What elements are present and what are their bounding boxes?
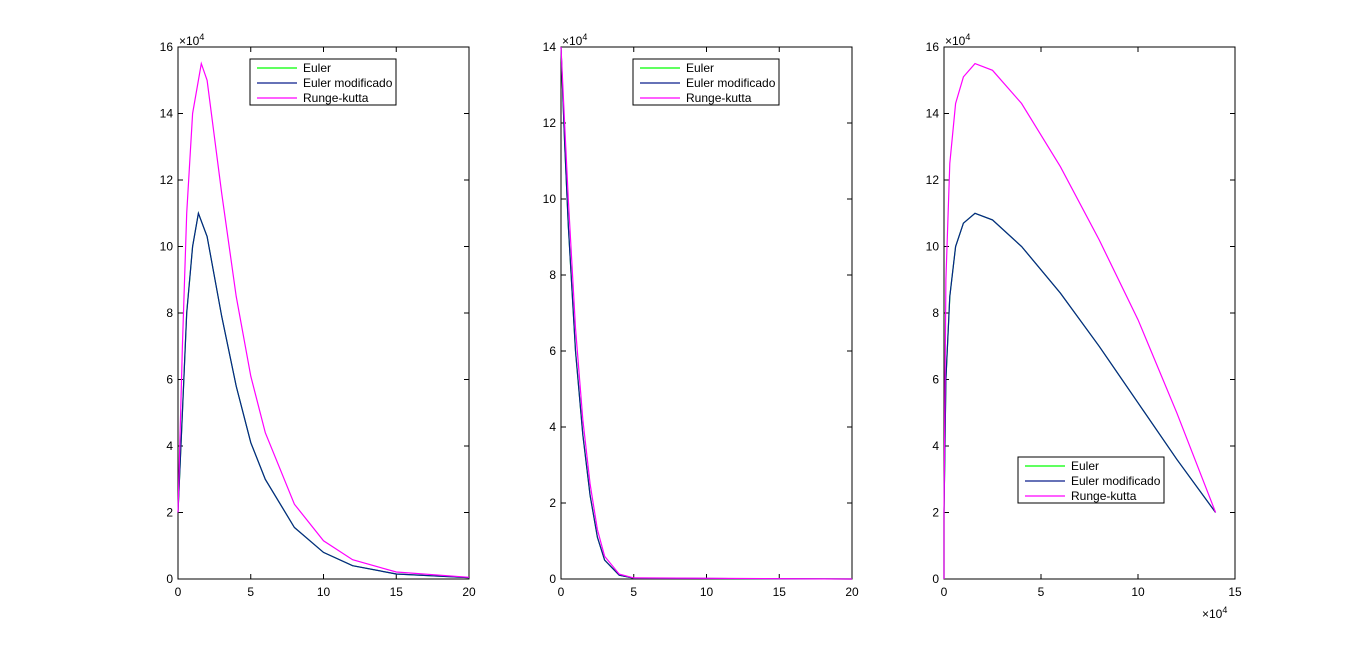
- x-tick-label: 20: [462, 585, 476, 599]
- x-tick-label: 15: [1228, 585, 1242, 599]
- y-tick-label: 10: [543, 192, 557, 206]
- legend-label: Runge-kutta: [686, 91, 752, 105]
- y-tick-label: 12: [926, 173, 940, 187]
- y-tick-label: 2: [932, 506, 939, 520]
- y-multiplier: ×10: [945, 34, 966, 48]
- x-exponent-label: ×104: [1202, 605, 1227, 621]
- y-multiplier: ×10: [562, 34, 583, 48]
- y-tick-label: 14: [160, 107, 174, 121]
- series-line-euler-modificado: [943, 212, 1217, 579]
- y-tick-label: 6: [549, 344, 556, 358]
- y-exponent: 4: [965, 32, 970, 42]
- y-tick-label: 14: [926, 107, 940, 121]
- x-tick-label: 5: [630, 585, 637, 599]
- x-tick-label: 15: [773, 585, 787, 599]
- x-tick-label: 15: [390, 585, 404, 599]
- x-tick-label: 10: [700, 585, 714, 599]
- legend-label: Runge-kutta: [1071, 489, 1137, 503]
- legend-label: Euler: [1071, 459, 1099, 473]
- y-tick-label: 2: [166, 506, 173, 520]
- y-tick-label: 10: [160, 240, 174, 254]
- y-exponent-label: ×104: [562, 32, 587, 48]
- y-tick-label: 4: [932, 439, 939, 453]
- y-tick-label: 6: [166, 373, 173, 387]
- y-tick-label: 4: [166, 439, 173, 453]
- y-tick-label: 4: [549, 420, 556, 434]
- y-tick-label: 16: [926, 40, 940, 54]
- y-tick-label: 16: [160, 40, 174, 54]
- legend-label: Euler modificado: [686, 76, 776, 90]
- axes-box: [560, 46, 853, 580]
- y-tick-label: 2: [549, 496, 556, 510]
- legend-label: Runge-kutta: [303, 91, 369, 105]
- series-line-runge-kutta: [560, 46, 853, 580]
- y-exponent: 4: [199, 32, 204, 42]
- y-tick-label: 8: [166, 306, 173, 320]
- y-exponent-label: ×104: [945, 32, 970, 48]
- x-exponent: 4: [1222, 605, 1227, 615]
- y-exponent-label: ×104: [179, 32, 204, 48]
- series-line-euler-modificado: [560, 46, 853, 580]
- y-tick-label: 12: [160, 173, 174, 187]
- x-tick-label: 10: [317, 585, 331, 599]
- legend-box: [249, 58, 397, 106]
- legend-label: Euler modificado: [1071, 474, 1161, 488]
- series-line-runge-kutta: [177, 61, 470, 578]
- series-line-euler-modificado: [177, 211, 470, 579]
- y-tick-label: 14: [543, 40, 557, 54]
- legend-label: Euler modificado: [303, 76, 393, 90]
- x-tick-label: 0: [558, 585, 565, 599]
- y-exponent: 4: [582, 32, 587, 42]
- y-tick-label: 8: [932, 306, 939, 320]
- y-tick-label: 6: [932, 373, 939, 387]
- legend-label: Euler: [686, 61, 714, 75]
- x-tick-label: 0: [941, 585, 948, 599]
- legend-box: [632, 58, 780, 106]
- y-tick-label: 0: [932, 572, 939, 586]
- y-tick-label: 0: [166, 572, 173, 586]
- y-multiplier: ×10: [179, 34, 200, 48]
- y-tick-label: 0: [549, 572, 556, 586]
- x-multiplier: ×10: [1202, 607, 1223, 621]
- x-tick-label: 20: [845, 585, 859, 599]
- x-tick-label: 0: [175, 585, 182, 599]
- y-tick-label: 10: [926, 240, 940, 254]
- axes-box: [177, 46, 470, 580]
- legend-label: Euler: [303, 61, 331, 75]
- x-tick-label: 5: [247, 585, 254, 599]
- y-tick-label: 12: [543, 116, 557, 130]
- series-line-runge-kutta: [943, 62, 1217, 579]
- legend-box: [1017, 456, 1165, 504]
- x-tick-label: 5: [1038, 585, 1045, 599]
- y-tick-label: 8: [549, 268, 556, 282]
- x-tick-label: 10: [1131, 585, 1145, 599]
